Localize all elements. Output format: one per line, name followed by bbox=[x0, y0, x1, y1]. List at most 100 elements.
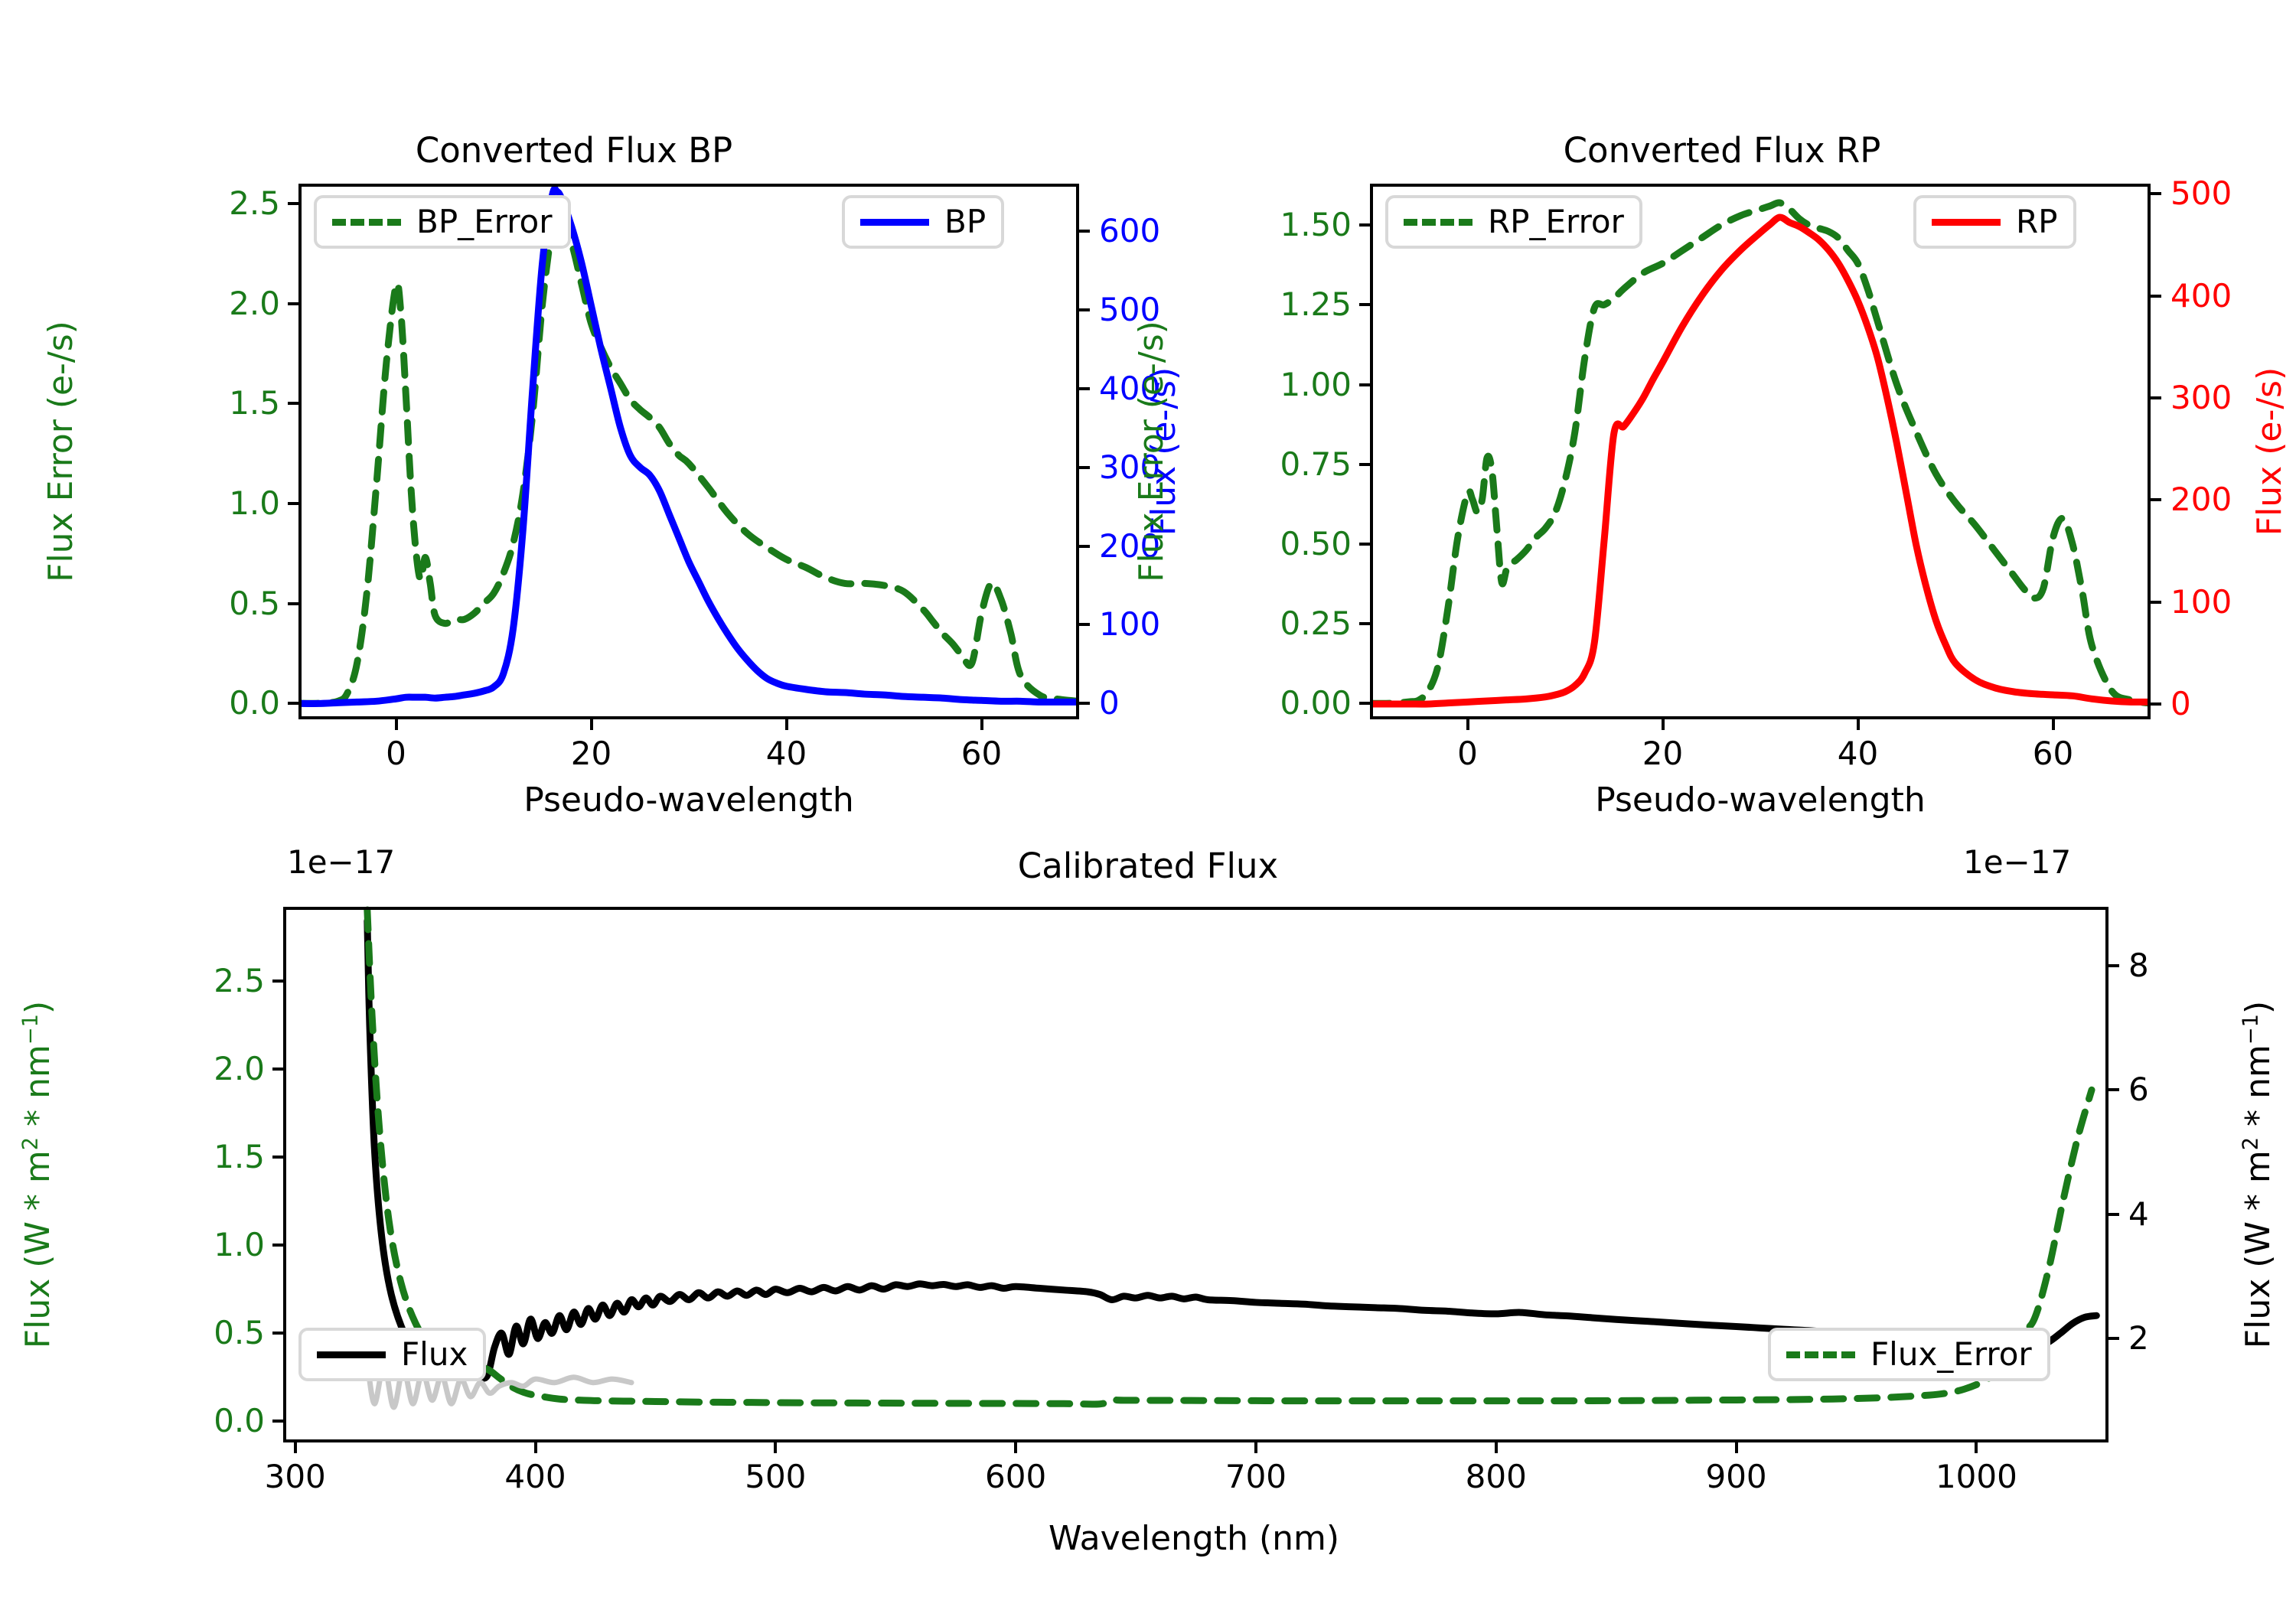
x-tick-mark bbox=[980, 719, 983, 730]
y-tick-label: 0.25 bbox=[1280, 605, 1352, 642]
y2-tick-mark bbox=[2151, 498, 2161, 502]
x-tick-mark bbox=[1661, 719, 1665, 730]
y2-tick-label: 100 bbox=[2170, 582, 2232, 621]
panel-converted-flux-bp: Converted Flux BP BP_Error BP Flux Error… bbox=[0, 107, 1183, 826]
y-tick-mark bbox=[288, 402, 298, 406]
calib-left-offset-text: 1e−17 bbox=[287, 843, 396, 881]
y2-tick-mark bbox=[2108, 1088, 2119, 1092]
y-tick-mark bbox=[288, 202, 298, 206]
bp-error-legend[interactable]: BP_Error bbox=[314, 195, 571, 249]
y-tick-label: 0.00 bbox=[1280, 684, 1352, 722]
calib-right-offset-text: 1e−17 bbox=[1963, 843, 2072, 881]
bp-curves bbox=[298, 185, 1079, 707]
y-tick-label: 0.0 bbox=[214, 1402, 265, 1440]
x-tick-label: 800 bbox=[1465, 1458, 1527, 1495]
y2-tick-label: 300 bbox=[2170, 379, 2232, 416]
flux-error-legend-label: Flux_Error bbox=[1870, 1335, 2032, 1373]
y-tick-label: 0.5 bbox=[229, 584, 280, 622]
y-tick-mark bbox=[288, 501, 298, 505]
rp-legend-label: RP bbox=[2016, 203, 2058, 240]
y-tick-label: 1.0 bbox=[229, 484, 280, 522]
solid-line-swatch-icon bbox=[317, 1351, 386, 1358]
y2-tick-mark bbox=[2151, 192, 2161, 196]
rp-curves bbox=[1370, 199, 2151, 708]
series-flux bbox=[364, 917, 2100, 1382]
x-tick-label: 600 bbox=[985, 1458, 1047, 1495]
y2-tick-label: 600 bbox=[1099, 211, 1161, 249]
y2-tick-mark bbox=[1079, 544, 1090, 548]
x-tick-mark bbox=[1466, 719, 1469, 730]
x-tick-mark bbox=[394, 719, 398, 730]
y-tick-label: 1.0 bbox=[214, 1226, 265, 1264]
y2-tick-mark bbox=[2108, 964, 2119, 968]
y-tick-mark bbox=[272, 1332, 283, 1335]
x-tick-label: 1000 bbox=[1935, 1458, 2017, 1495]
x-tick-mark bbox=[1014, 1442, 1018, 1453]
y-tick-mark bbox=[288, 702, 298, 706]
x-tick-mark bbox=[533, 1442, 537, 1453]
y-tick-label: 2.5 bbox=[229, 184, 280, 223]
y-tick-label: 0.75 bbox=[1280, 445, 1352, 483]
y2-tick-mark bbox=[2151, 294, 2161, 298]
y-tick-label: 0.5 bbox=[214, 1314, 265, 1352]
x-tick-mark bbox=[293, 1442, 297, 1453]
y2-tick-mark bbox=[1079, 308, 1090, 311]
y2-tick-label: 200 bbox=[2170, 481, 2232, 519]
rp-x-axis-title: Pseudo-wavelength bbox=[1595, 781, 1926, 820]
flux-error-legend[interactable]: Flux_Error bbox=[1768, 1328, 2050, 1381]
bp-axes-frame bbox=[298, 184, 1079, 719]
bp-legend[interactable]: BP bbox=[842, 195, 1005, 249]
y2-tick-mark bbox=[2151, 702, 2161, 706]
rp-legend[interactable]: RP bbox=[1913, 195, 2076, 249]
panel-converted-flux-rp: Converted Flux RP RP_Error RP Flux Error… bbox=[1132, 107, 2296, 826]
x-tick-mark bbox=[2051, 719, 2055, 730]
x-tick-label: 700 bbox=[1225, 1458, 1287, 1495]
dashed-line-swatch-icon bbox=[332, 218, 401, 226]
flux-legend[interactable]: Flux bbox=[298, 1328, 487, 1381]
x-tick-mark bbox=[1494, 1442, 1498, 1453]
y2-tick-mark bbox=[1079, 229, 1090, 233]
panel-calibrated-flux: Calibrated Flux 1e−17 1e−17 Flux Flux_Er… bbox=[0, 826, 2296, 1607]
x-tick-mark bbox=[1734, 1442, 1738, 1453]
x-tick-label: 0 bbox=[1457, 735, 1478, 772]
series-rp-error bbox=[1370, 199, 2151, 707]
y-tick-mark bbox=[288, 601, 298, 605]
y-tick-mark bbox=[272, 1067, 283, 1071]
x-tick-label: 60 bbox=[960, 735, 1003, 772]
rp-error-legend[interactable]: RP_Error bbox=[1385, 195, 1642, 249]
calib-x-axis-title: Wavelength (nm) bbox=[1048, 1519, 1340, 1558]
dashed-line-swatch-icon bbox=[1404, 218, 1473, 226]
y-tick-label: 2.5 bbox=[214, 961, 265, 999]
y-tick-label: 0.50 bbox=[1280, 524, 1352, 562]
y2-tick-label: 4 bbox=[2128, 1195, 2149, 1233]
bp-x-axis-title: Pseudo-wavelength bbox=[523, 781, 854, 820]
y-tick-label: 2.0 bbox=[229, 284, 280, 322]
series-bp bbox=[298, 185, 1079, 707]
flux-legend-label: Flux bbox=[401, 1335, 468, 1373]
x-tick-label: 0 bbox=[386, 735, 406, 772]
y2-tick-label: 8 bbox=[2128, 947, 2149, 985]
y-tick-mark bbox=[1359, 462, 1370, 466]
x-tick-label: 300 bbox=[264, 1458, 326, 1495]
y-tick-mark bbox=[272, 979, 283, 983]
y2-tick-label: 400 bbox=[1099, 369, 1161, 407]
x-tick-mark bbox=[784, 719, 788, 730]
calib-plot-title: Calibrated Flux bbox=[1017, 846, 1279, 886]
x-tick-label: 20 bbox=[1642, 735, 1684, 772]
y2-tick-mark bbox=[2108, 1336, 2119, 1340]
y2-tick-mark bbox=[1079, 386, 1090, 390]
series-rp bbox=[1370, 214, 2151, 708]
y2-tick-mark bbox=[1079, 623, 1090, 627]
y2-tick-label: 300 bbox=[1099, 448, 1161, 486]
y-tick-mark bbox=[288, 302, 298, 305]
y-tick-label: 1.00 bbox=[1280, 365, 1352, 403]
y2-tick-mark bbox=[2151, 396, 2161, 399]
y2-tick-label: 500 bbox=[2170, 174, 2232, 213]
y2-tick-label: 0 bbox=[1099, 684, 1120, 722]
y-tick-mark bbox=[272, 1155, 283, 1159]
solid-line-swatch-icon bbox=[860, 218, 929, 226]
y2-tick-mark bbox=[2151, 600, 2161, 604]
y-tick-label: 2.0 bbox=[214, 1049, 265, 1087]
rp-axes-frame bbox=[1370, 184, 2151, 719]
